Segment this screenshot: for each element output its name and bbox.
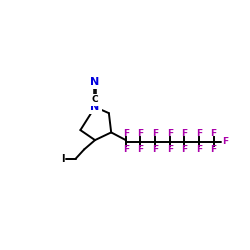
- Text: F: F: [138, 130, 143, 138]
- Text: F: F: [196, 145, 202, 154]
- Text: F: F: [152, 145, 158, 154]
- Text: F: F: [210, 145, 217, 154]
- Text: F: F: [210, 130, 217, 138]
- Text: F: F: [123, 130, 129, 138]
- Text: F: F: [181, 145, 188, 154]
- Text: N: N: [90, 102, 100, 112]
- Text: I: I: [61, 154, 64, 164]
- Text: N: N: [90, 77, 100, 87]
- Text: F: F: [181, 130, 188, 138]
- Text: F: F: [222, 137, 228, 146]
- Text: F: F: [123, 145, 129, 154]
- Text: F: F: [152, 130, 158, 138]
- Text: F: F: [167, 130, 173, 138]
- Text: F: F: [138, 145, 143, 154]
- Text: F: F: [167, 145, 173, 154]
- Text: C: C: [92, 96, 98, 104]
- Text: F: F: [196, 130, 202, 138]
